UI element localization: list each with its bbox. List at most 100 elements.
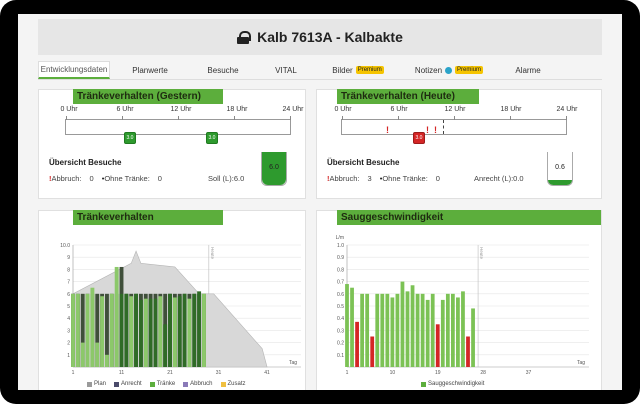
legend-item[interactable]: Anrecht [114,381,142,387]
drink-visit-pill[interactable]: 3.0 [124,132,136,144]
y-tick-label: 4 [67,316,70,322]
traenke-bar [163,324,168,367]
speed-bar [415,293,420,367]
y-tick-label: 0.4 [337,316,344,322]
milk-cup-icon: 6.0 [261,152,287,186]
visit-stats: !Abbruch: 0 •Ohne Tränke: 0 Soll (L):6.0 [49,174,245,183]
legend-item[interactable]: Tränke [149,381,175,387]
tab-notizen[interactable]: Notizen Premium [414,65,484,75]
y-tick-label: 0.2 [337,341,344,347]
overview-title: Übersicht Besuche [327,158,400,167]
traenke-bar [105,354,109,367]
x-axis-label: Tag [577,360,585,366]
traenke-bar [75,293,80,367]
speed-bar [435,324,440,367]
panel-title: Tränkeverhalten (Heute) [337,89,479,104]
legend-item[interactable]: Sauggeschwindigkeit [421,381,484,387]
traenke-bar [80,342,85,367]
info-icon [445,66,453,74]
y-tick-label: 1 [67,353,70,359]
hour-axis: 0 Uhr 6 Uhr 12 Uhr 18 Uhr 24 Uhr [60,106,304,113]
y-axis-label: L/m [336,235,344,241]
speed-bar [345,284,349,367]
traenke-bar [134,293,139,367]
traenke-bar [158,296,163,367]
timeline-yesterday: 3.0 3.0 [65,116,291,144]
tab-bilder[interactable]: Bilder Premium [332,65,384,75]
warning-icon: ! [327,174,330,183]
traenke-bar [114,266,119,367]
speed-bar [461,291,465,367]
abort-marker-icon: ! [434,125,437,135]
y-tick-label: 6 [67,292,70,298]
speed-bar [380,293,385,367]
y-tick-label: 0.3 [337,328,344,334]
tab-entwicklungsdaten[interactable]: Entwicklungsdaten [38,61,110,79]
bullet-icon: • [379,174,383,183]
y-tick-label: 7 [67,280,70,286]
page-title: Kalb 7613A - Kalbakte [257,29,403,45]
y-tick-label: 0.7 [337,280,344,286]
lock-icon [237,30,252,44]
tab-alarme[interactable]: Alarme [515,65,541,75]
speed-bar [420,293,425,367]
x-tick-label: 19 [435,370,441,376]
y-tick-label: 0.8 [337,267,344,273]
x-tick-label: 41 [264,370,270,376]
speed-bar [390,297,395,367]
speed-bar [456,297,460,367]
drink-visit-pill[interactable]: 3.0 [206,132,218,144]
panel-traenkeverhalten-chart: Tränkeverhalten 1 2 3 4 5 6 7 8 9 10.0 1 11 21 31 41 Ta… [38,210,306,390]
legend-item[interactable]: Zusatz [220,381,246,387]
y-tick-label: 8 [67,267,70,273]
anrecht-bar [80,293,85,367]
title-bar: Kalb 7613A - Kalbakte [38,19,602,55]
traenke-bar [153,298,158,367]
speed-bar [445,293,450,367]
traenke-bar [172,297,177,367]
premium-badge: Premium [355,66,384,74]
traenke-bar [124,293,129,367]
speed-bar [360,293,365,367]
hour-axis: 0 Uhr 6 Uhr 12 Uhr 18 Uhr 24 Uhr [334,106,578,113]
panel-yesterday: Tränkeverhalten (Gestern) 0 Uhr 6 Uhr 12… [38,89,306,199]
tab-planwerte[interactable]: Planwerte [132,65,168,75]
traenke-bar [168,293,172,367]
tab-vital[interactable]: VITAL [275,65,297,75]
x-tick-label: 31 [216,370,222,376]
y-tick-label: 5 [67,304,70,310]
traenke-bar [95,342,100,367]
speed-bar [400,281,405,367]
y-tick-label: 0.1 [337,353,344,359]
visit-stats: !Abbruch: 3 •Ohne Tränke: 0 Anrecht (L):… [327,174,524,183]
y-tick-label: 2 [67,341,70,347]
now-marker [443,120,444,134]
x-tick-label: 1 [346,370,349,376]
x-axis-label: Tag [289,360,297,366]
traenke-bar [202,293,206,367]
speed-bar [375,293,380,367]
traenke-bar [192,293,197,367]
speed-bar [370,336,375,367]
traenke-bar [129,296,134,367]
speed-bar [350,287,354,367]
tab-besuche[interactable]: Besuche [207,65,239,75]
legend-item[interactable]: Plan [87,381,106,387]
y-tick-label: 0.6 [337,292,344,298]
cup-value: 0.6 [555,164,565,171]
legend-item[interactable]: Abbruch [183,381,213,387]
cup-value: 6.0 [269,164,279,171]
traenke-bar [197,291,202,367]
drink-visit-pill[interactable]: 3.0 [413,132,425,144]
y-tick-label: 9 [67,255,70,261]
y-tick-label: 0.9 [337,255,344,261]
chart-legend: Plan Anrecht Tränke Abbruch Zusatz [87,381,246,387]
traenke-bar [85,293,90,367]
speed-bar [430,293,435,367]
speed-bar [471,308,475,367]
x-tick-label: 37 [526,370,532,376]
traenke-bar [90,287,95,367]
today-label: Heute [210,247,215,260]
traenke-bar [138,299,143,367]
tab-bar: Entwicklungsdaten Planwerte Besuche VITA… [38,60,602,80]
